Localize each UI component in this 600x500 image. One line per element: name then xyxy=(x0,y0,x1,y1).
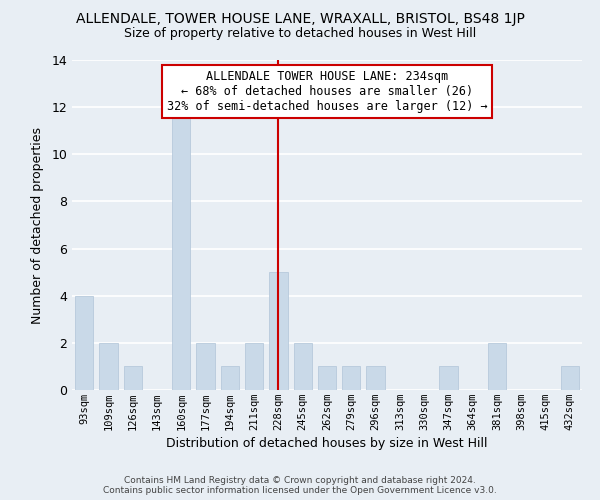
Bar xyxy=(100,343,118,390)
Bar xyxy=(293,343,312,390)
Bar xyxy=(124,366,142,390)
Bar xyxy=(245,343,263,390)
Bar xyxy=(318,366,336,390)
Bar xyxy=(75,296,93,390)
Bar xyxy=(561,366,579,390)
Bar xyxy=(342,366,361,390)
Text: Contains HM Land Registry data © Crown copyright and database right 2024.
Contai: Contains HM Land Registry data © Crown c… xyxy=(103,476,497,495)
Bar xyxy=(172,107,190,390)
Text: ALLENDALE TOWER HOUSE LANE: 234sqm
← 68% of detached houses are smaller (26)
32%: ALLENDALE TOWER HOUSE LANE: 234sqm ← 68%… xyxy=(167,70,487,113)
Bar xyxy=(221,366,239,390)
Text: Size of property relative to detached houses in West Hill: Size of property relative to detached ho… xyxy=(124,28,476,40)
Bar xyxy=(269,272,287,390)
Bar xyxy=(488,343,506,390)
Bar xyxy=(196,343,215,390)
Y-axis label: Number of detached properties: Number of detached properties xyxy=(31,126,44,324)
X-axis label: Distribution of detached houses by size in West Hill: Distribution of detached houses by size … xyxy=(166,437,488,450)
Bar xyxy=(439,366,458,390)
Text: ALLENDALE, TOWER HOUSE LANE, WRAXALL, BRISTOL, BS48 1JP: ALLENDALE, TOWER HOUSE LANE, WRAXALL, BR… xyxy=(76,12,524,26)
Bar xyxy=(367,366,385,390)
